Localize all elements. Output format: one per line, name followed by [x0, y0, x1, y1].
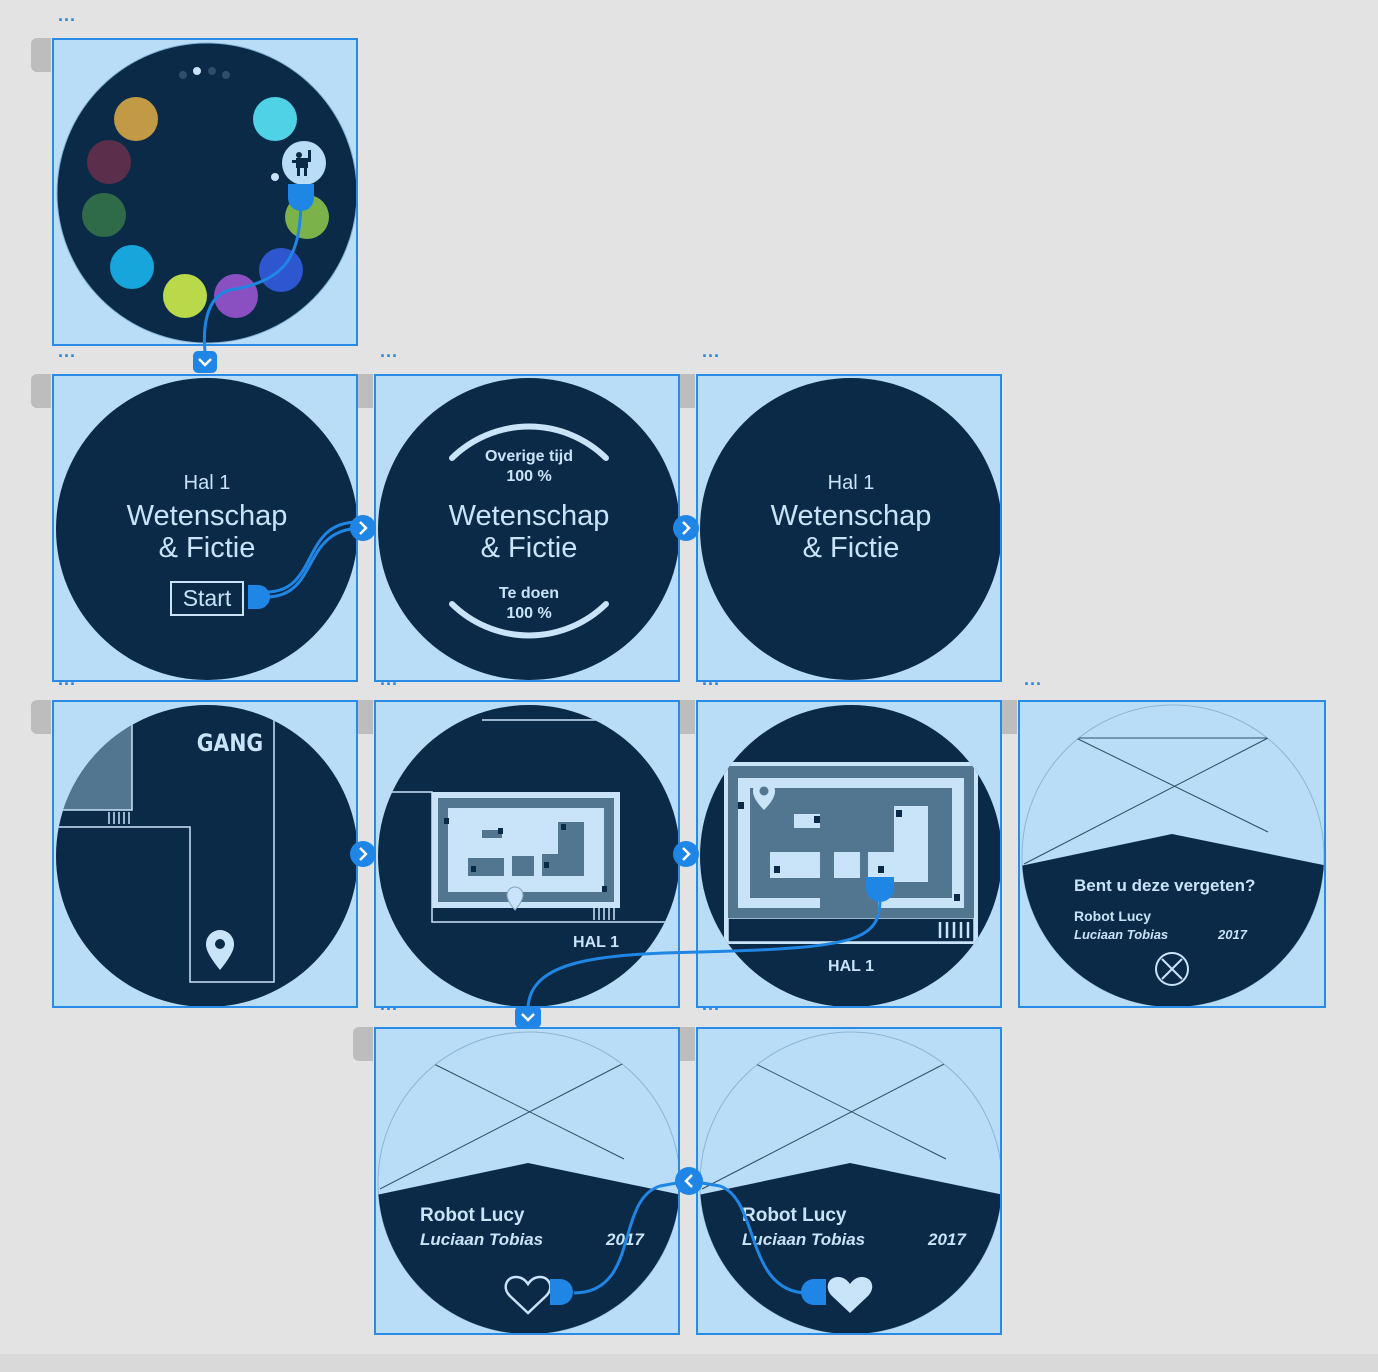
artboard-menu-dots[interactable]: ... — [380, 669, 399, 689]
artboard-menu-dots[interactable]: ... — [1024, 669, 1043, 689]
artboard-color-picker[interactable] — [52, 38, 358, 346]
hall-label: Hal 1 — [183, 472, 231, 494]
title-line-1: Wetenschap — [770, 500, 932, 532]
hall-map-label: HAL 1 — [573, 934, 619, 951]
artwork-title: Robot Lucy — [420, 1205, 525, 1226]
exhibition-title: Wetenschap & Fictie — [698, 500, 1000, 564]
title-line-2: & Fictie — [480, 532, 578, 564]
artboard-artwork-detail[interactable]: Robot Lucy Luciaan Tobias 2017 — [374, 1027, 680, 1335]
time-arc — [449, 423, 609, 461]
artboard-handle[interactable] — [997, 700, 1017, 734]
title-line-2: & Fictie — [158, 532, 256, 564]
artboard-menu-dots[interactable]: ... — [58, 5, 77, 25]
artist-name: Luciaan Tobias — [1074, 927, 1169, 942]
artboard-forgot-artwork[interactable]: Bent u deze vergeten? Robot Lucy Luciaan… — [1018, 700, 1326, 1008]
corridor-map — [56, 705, 356, 1006]
image-placeholder — [701, 1062, 947, 1190]
corridor-label: GANG — [196, 729, 264, 757]
artist-name: Luciaan Tobias — [420, 1230, 544, 1249]
artboard-handle[interactable] — [675, 374, 695, 408]
artboard-menu-dots[interactable]: ... — [702, 669, 721, 689]
remaining-time-value: 100 % — [506, 468, 552, 485]
artwork-year: 2017 — [928, 1230, 966, 1249]
artboard-hall-start[interactable]: Hal 1 Wetenschap & Fictie Start — [52, 374, 358, 682]
artboard-hall-map[interactable]: HAL 1 — [374, 700, 680, 1008]
image-placeholder — [1023, 737, 1269, 865]
artboard-menu-dots[interactable]: ... — [380, 994, 399, 1014]
artboard-handle[interactable] — [31, 374, 51, 408]
artwork-year: 2017 — [1218, 927, 1247, 942]
todo-label: Te doen — [498, 585, 560, 602]
heart-filled-icon[interactable] — [827, 1277, 873, 1313]
forgot-artwork-screen — [1021, 704, 1324, 1006]
artboard-menu-dots[interactable]: ... — [58, 341, 77, 361]
artboard-handle[interactable] — [31, 700, 51, 734]
forgot-question: Bent u deze vergeten? — [1074, 876, 1256, 895]
artboard-progress[interactable]: Overige tijd 100 % Wetenschap & Fictie T… — [374, 374, 680, 682]
artboard-menu-dots[interactable]: ... — [380, 341, 399, 361]
artist-name: Luciaan Tobias — [742, 1230, 866, 1249]
location-pin-icon — [206, 930, 234, 970]
artboard-menu-dots[interactable]: ... — [58, 669, 77, 689]
watch-face — [700, 378, 1000, 680]
artboard-handle[interactable] — [353, 374, 373, 408]
location-pin-icon — [506, 886, 524, 911]
artboard-corridor-map[interactable]: GANG — [52, 700, 358, 1008]
artboard-handle[interactable] — [31, 38, 51, 72]
exhibition-title: Wetenschap & Fictie — [376, 500, 678, 564]
exhibition-title: Wetenschap & Fictie — [54, 500, 356, 564]
artwork-screen — [377, 1031, 678, 1333]
artboard-handle[interactable] — [353, 700, 373, 734]
artwork-title: Robot Lucy — [742, 1205, 847, 1226]
artboard-menu-dots[interactable]: ... — [702, 341, 721, 361]
image-placeholder — [379, 1062, 625, 1190]
hall-map — [378, 705, 678, 1006]
artwork-year: 2017 — [606, 1230, 644, 1249]
artboard-artwork-liked[interactable]: Robot Lucy Luciaan Tobias 2017 — [696, 1027, 1002, 1335]
close-circle-icon[interactable] — [1155, 952, 1189, 986]
chevron-down-icon[interactable] — [193, 351, 217, 373]
title-line-2: & Fictie — [802, 532, 900, 564]
heart-outline-icon[interactable] — [504, 1275, 552, 1315]
robot-icon[interactable] — [282, 141, 326, 185]
artboard-handle[interactable] — [675, 700, 695, 734]
hall-label: Hal 1 — [827, 472, 875, 494]
artboard-handle[interactable] — [675, 1027, 695, 1061]
artboard-hall-title[interactable]: Hal 1 Wetenschap & Fictie — [696, 374, 1002, 682]
artwork-screen — [699, 1031, 1000, 1333]
watch-face — [56, 378, 356, 680]
title-line-1: Wetenschap — [126, 500, 288, 532]
start-button[interactable]: Start — [182, 585, 232, 611]
color-picker-screen — [56, 42, 356, 344]
canvas-bottom-bar — [0, 1354, 1378, 1372]
location-pin-icon — [753, 780, 775, 810]
todo-arc — [449, 601, 609, 639]
artboard-handle[interactable] — [353, 1027, 373, 1061]
todo-value: 100 % — [506, 605, 552, 622]
remaining-time-label: Overige tijd — [484, 448, 574, 465]
artwork-title: Robot Lucy — [1074, 908, 1151, 924]
title-line-1: Wetenschap — [448, 500, 610, 532]
hall-map-label: HAL 1 — [828, 958, 874, 975]
chevron-down-icon[interactable] — [515, 1006, 541, 1028]
watch-face — [378, 378, 678, 680]
artboard-hall-map-zoomed[interactable]: HAL 1 — [696, 700, 1002, 1008]
artboard-menu-dots[interactable]: ... — [702, 994, 721, 1014]
